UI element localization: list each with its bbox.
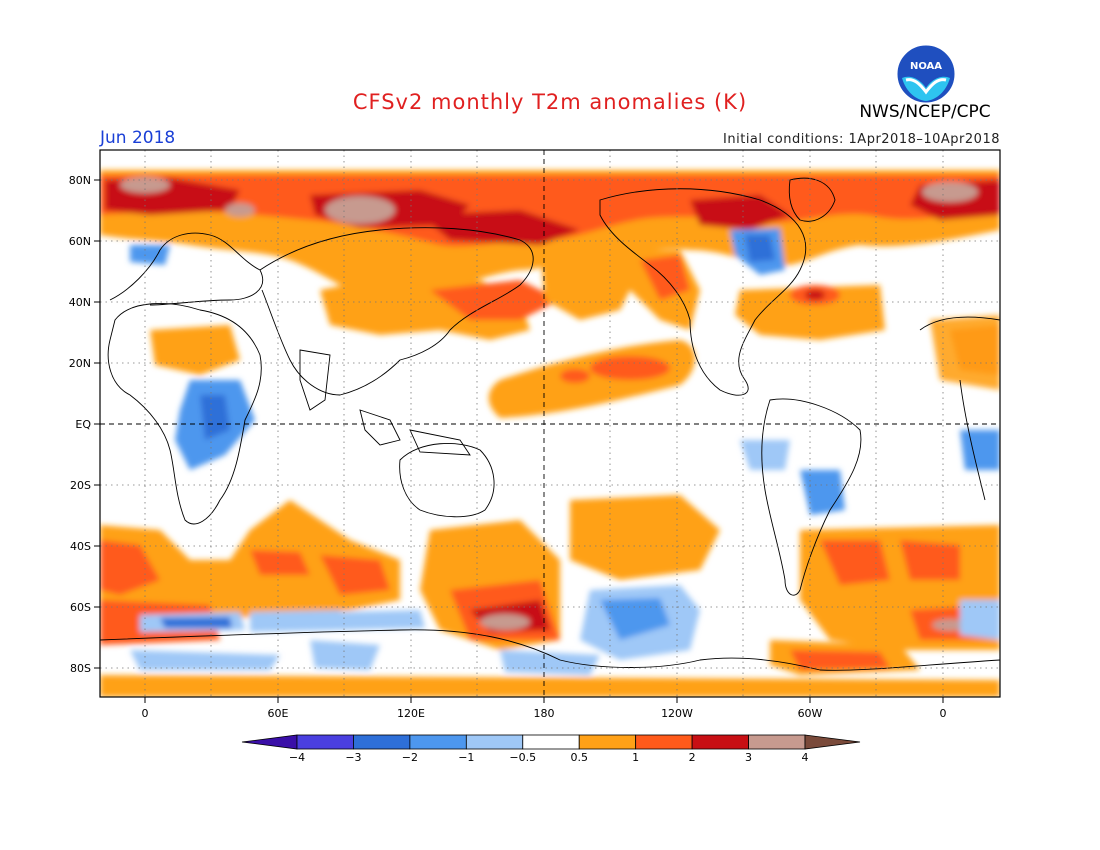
legend-tick-label: −3	[345, 751, 361, 764]
legend-color-box	[353, 734, 411, 750]
plot-area	[100, 150, 1000, 697]
initial-conditions-label: Initial conditions: 1Apr2018–10Apr2018	[723, 132, 1000, 147]
lon-label-60w: 60W	[798, 707, 823, 720]
lat-label-40n: 40N	[69, 296, 91, 309]
color-legend: −4 −3 −2 −1 −0.5 0.5 1 2 3 4	[241, 734, 861, 764]
legend-arrow-left	[241, 734, 298, 750]
grid-lines	[100, 150, 1000, 697]
legend-tick-label: 2	[689, 751, 696, 764]
legend-tick-label: −4	[289, 751, 305, 764]
lon-label-0-right: 0	[940, 707, 947, 720]
lat-label-20n: 20N	[69, 357, 91, 370]
legend-arrow-right	[804, 734, 861, 750]
lat-label-60n: 60N	[69, 235, 91, 248]
legend-color-box	[465, 734, 524, 750]
logo-text: NOAA	[910, 61, 942, 72]
lat-label-80s: 80S	[70, 662, 91, 675]
lat-label-60s: 60S	[70, 601, 91, 614]
legend-color-box	[578, 734, 637, 750]
lon-label-180: 180	[534, 707, 555, 720]
anomaly-fields	[100, 170, 1000, 697]
lon-label-60e: 60E	[268, 707, 289, 720]
organization-label: NWS/NCEP/CPC	[859, 102, 991, 122]
legend-color-box	[748, 734, 806, 750]
legend-tick-label: −2	[402, 751, 418, 764]
lat-label-eq: EQ	[75, 418, 91, 431]
lat-label-40s: 40S	[70, 540, 91, 553]
legend-tick-label: 3	[745, 751, 752, 764]
reference-lines	[100, 150, 1000, 697]
lat-label-20s: 20S	[70, 479, 91, 492]
coastlines	[100, 177, 1000, 671]
chart-title: CFSv2 monthly T2m anomalies (K)	[352, 90, 748, 114]
legend-color-box	[635, 734, 693, 750]
valid-month-label: Jun 2018	[100, 128, 176, 148]
legend-tick-label: 1	[632, 751, 639, 764]
longitude-labels: 0 60E 120E 180 120W 60W 0	[142, 707, 947, 720]
lon-label-0: 0	[142, 707, 149, 720]
lon-label-120w: 120W	[661, 707, 693, 720]
latitude-labels: 80N 60N 40N 20N EQ 20S 40S 60S 80S	[69, 174, 92, 675]
legend-color-box	[409, 734, 467, 750]
noaa-logo: NOAA	[896, 44, 956, 104]
lon-label-120e: 120E	[397, 707, 425, 720]
legend-tick-label: 0.5	[570, 751, 588, 764]
legend-tick-label: −0.5	[509, 751, 536, 764]
legend-color-box	[691, 734, 749, 750]
legend-tick-label: −1	[458, 751, 474, 764]
legend-color-box	[296, 734, 354, 750]
legend-color-box	[522, 734, 580, 750]
lat-label-80n: 80N	[69, 174, 91, 187]
legend-tick-label: 4	[802, 751, 809, 764]
axis-ticks	[94, 179, 944, 703]
